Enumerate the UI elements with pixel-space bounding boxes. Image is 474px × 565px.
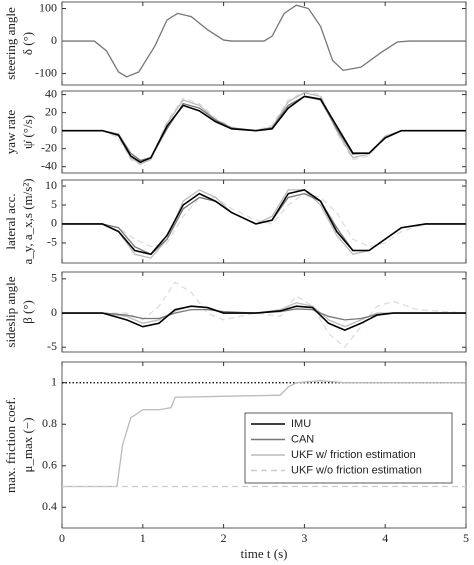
legend-label: UKF w/o friction estimation	[291, 464, 422, 476]
y-tick-label: 10	[45, 178, 57, 192]
series-line	[62, 380, 466, 488]
x-tick-label: 1	[140, 531, 146, 545]
y-tick-label: 0.4	[42, 499, 57, 513]
legend-label: IMU	[291, 418, 311, 430]
y-tick-label: 100	[39, 0, 57, 14]
y-tick-label: 20	[45, 104, 57, 118]
y-tick-label: 0	[51, 305, 57, 319]
series-line	[62, 188, 466, 256]
y-tick-label: 5	[51, 197, 57, 211]
y-axis-label: sideslip angle	[3, 276, 18, 347]
series-line	[62, 192, 466, 248]
plot-frame	[61, 90, 467, 174]
legend-label: UKF w/ friction estimation	[291, 449, 416, 461]
y-axis-label: β (°)	[20, 300, 35, 324]
y-axis-label: yaw rate	[3, 110, 18, 155]
y-tick-label: -20	[41, 140, 57, 154]
y-tick-label: 0.8	[42, 416, 57, 430]
y-axis-label: ψ̇ (°/s)	[20, 115, 35, 149]
y-tick-label: 0	[51, 216, 57, 230]
series-line	[62, 305, 466, 331]
x-tick-label: 0	[59, 531, 65, 545]
y-tick-label: 1	[51, 375, 57, 389]
x-axis-label: time t (s)	[241, 546, 288, 561]
y-tick-label: 40	[45, 86, 57, 100]
legend-label: CAN	[291, 433, 314, 445]
y-axis-label: steering angle	[3, 7, 18, 80]
series-line	[62, 95, 466, 164]
x-tick-label: 4	[382, 531, 388, 545]
y-tick-label: 0.6	[42, 458, 57, 472]
y-axis-label: μ_max (−)	[20, 417, 35, 472]
y-axis-label: max. friction coef.	[3, 397, 18, 493]
y-tick-label: -40	[41, 158, 57, 172]
y-tick-label: -5	[47, 235, 57, 249]
y-axis-label: lateral acc.	[3, 193, 18, 249]
y-tick-label: 5	[51, 271, 57, 285]
plot-frame	[61, 1, 467, 86]
y-tick-label: -5	[47, 339, 57, 353]
y-tick-label: -100	[35, 65, 57, 79]
x-tick-label: 5	[463, 531, 469, 545]
x-tick-label: 2	[221, 531, 227, 545]
series-line	[62, 281, 467, 349]
y-tick-label: 0	[51, 122, 57, 136]
y-axis-label: δ (°)	[20, 32, 35, 55]
y-axis-label: a_y, a_x,s (m/s²)	[20, 178, 35, 264]
y-tick-label: 0	[51, 33, 57, 47]
x-tick-label: 3	[301, 531, 307, 545]
series-line	[62, 4, 466, 78]
